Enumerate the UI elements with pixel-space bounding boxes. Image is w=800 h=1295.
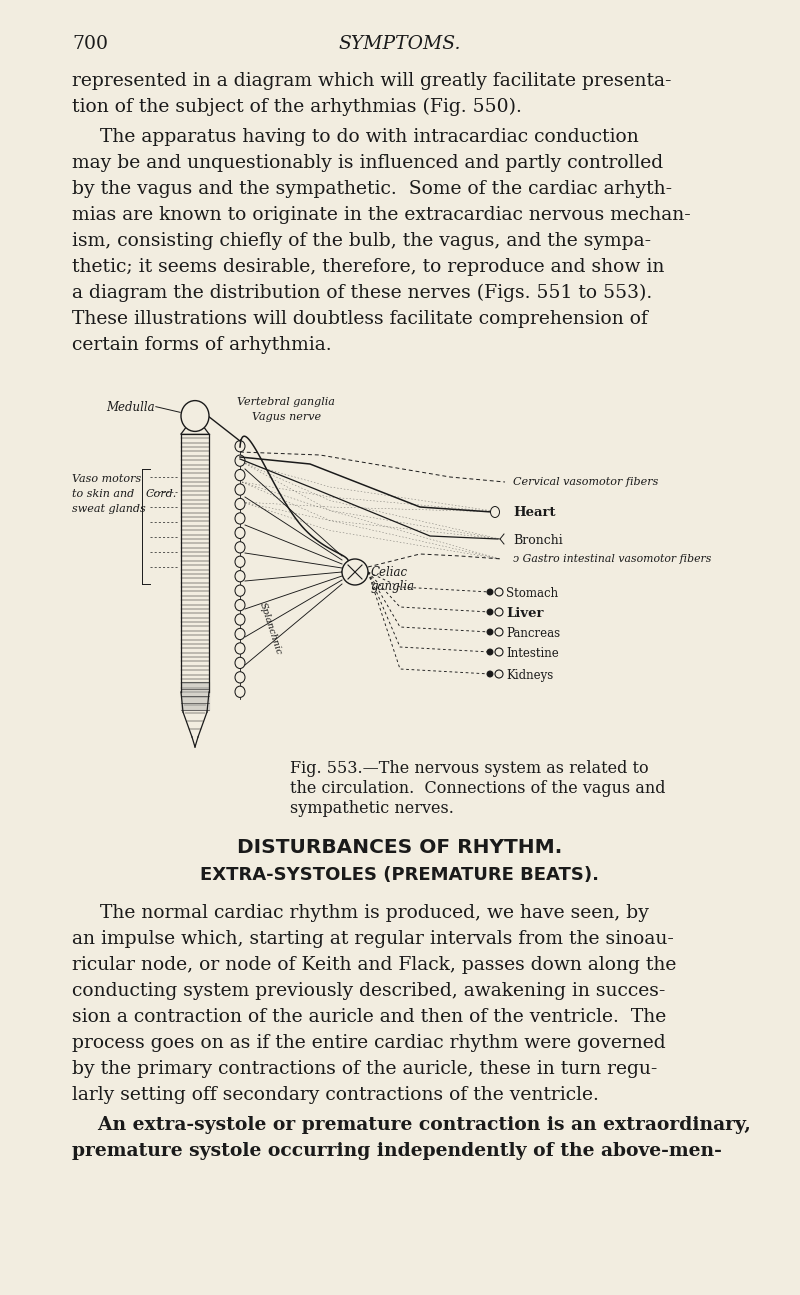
Circle shape — [495, 607, 503, 616]
Text: DISTURBANCES OF RHYTHM.: DISTURBANCES OF RHYTHM. — [238, 838, 562, 857]
Ellipse shape — [235, 556, 245, 567]
Ellipse shape — [235, 440, 245, 452]
Text: conducting system previously described, awakening in succes-: conducting system previously described, … — [72, 982, 666, 1000]
Text: may be and unquestionably is influenced and partly controlled: may be and unquestionably is influenced … — [72, 154, 663, 172]
Text: thetic; it seems desirable, therefore, to reproduce and show in: thetic; it seems desirable, therefore, t… — [72, 258, 664, 276]
Ellipse shape — [235, 571, 245, 581]
Text: certain forms of arhythmia.: certain forms of arhythmia. — [72, 335, 332, 354]
Ellipse shape — [235, 527, 245, 539]
Ellipse shape — [235, 455, 245, 466]
Text: sion a contraction of the auricle and then of the ventricle.  The: sion a contraction of the auricle and th… — [72, 1008, 666, 1026]
Ellipse shape — [235, 600, 245, 611]
Text: ganglia: ganglia — [371, 580, 415, 593]
Ellipse shape — [490, 506, 499, 518]
Text: 700: 700 — [72, 35, 108, 53]
Circle shape — [495, 670, 503, 679]
Text: ism, consisting chiefly of the bulb, the vagus, and the sympa-: ism, consisting chiefly of the bulb, the… — [72, 232, 651, 250]
Ellipse shape — [235, 513, 245, 524]
Text: These illustrations will doubtless facilitate comprehension of: These illustrations will doubtless facil… — [72, 310, 648, 328]
Text: by the vagus and the sympathetic.  Some of the cardiac arhyth-: by the vagus and the sympathetic. Some o… — [72, 180, 672, 198]
Text: An extra-systole or premature contraction is an extraordinary,: An extra-systole or premature contractio… — [72, 1116, 751, 1134]
Text: Fig. 553.—The nervous system as related to: Fig. 553.—The nervous system as related … — [290, 760, 649, 777]
Text: The normal cardiac rhythm is produced, we have seen, by: The normal cardiac rhythm is produced, w… — [100, 904, 649, 922]
Text: represented in a diagram which will greatly facilitate presenta-: represented in a diagram which will grea… — [72, 73, 671, 89]
Text: Cervical vasomotor fibers: Cervical vasomotor fibers — [513, 477, 658, 487]
Text: Intestine: Intestine — [506, 648, 558, 660]
Text: Vagus nerve: Vagus nerve — [252, 412, 321, 422]
Ellipse shape — [235, 628, 245, 640]
Ellipse shape — [235, 541, 245, 553]
Circle shape — [495, 648, 503, 657]
Text: Vertebral ganglia: Vertebral ganglia — [237, 398, 335, 407]
Circle shape — [487, 609, 493, 615]
Circle shape — [495, 628, 503, 636]
Text: Kidneys: Kidneys — [506, 670, 554, 682]
Ellipse shape — [235, 642, 245, 654]
Text: an impulse which, starting at regular intervals from the sinoau-: an impulse which, starting at regular in… — [72, 930, 674, 948]
Text: larly setting off secondary contractions of the ventricle.: larly setting off secondary contractions… — [72, 1087, 599, 1105]
Text: by the primary contractions of the auricle, these in turn regu-: by the primary contractions of the auric… — [72, 1061, 658, 1077]
Ellipse shape — [235, 672, 245, 682]
Circle shape — [487, 649, 493, 655]
Text: ricular node, or node of Keith and Flack, passes down along the: ricular node, or node of Keith and Flack… — [72, 956, 676, 974]
Circle shape — [487, 589, 493, 594]
Text: mias are known to originate in the extracardiac nervous mechan-: mias are known to originate in the extra… — [72, 206, 690, 224]
Text: a diagram the distribution of these nerves (Figs. 551 to 553).: a diagram the distribution of these nerv… — [72, 284, 652, 302]
Text: The apparatus having to do with intracardiac conduction: The apparatus having to do with intracar… — [100, 128, 638, 146]
Text: Medulla: Medulla — [106, 401, 155, 414]
Text: Stomach: Stomach — [506, 587, 558, 600]
Text: sweat glands: sweat glands — [72, 504, 146, 514]
Circle shape — [487, 671, 493, 677]
Text: process goes on as if the entire cardiac rhythm were governed: process goes on as if the entire cardiac… — [72, 1033, 666, 1052]
Ellipse shape — [235, 614, 245, 625]
Text: SYMPTOMS.: SYMPTOMS. — [338, 35, 462, 53]
Text: Cord.: Cord. — [146, 490, 178, 499]
Ellipse shape — [235, 484, 245, 495]
Text: premature systole occurring independently of the above-men-: premature systole occurring independentl… — [72, 1142, 722, 1160]
Ellipse shape — [235, 686, 245, 698]
Text: sympathetic nerves.: sympathetic nerves. — [290, 800, 454, 817]
Circle shape — [487, 629, 493, 635]
Text: to skin and: to skin and — [72, 490, 134, 499]
Circle shape — [495, 588, 503, 596]
Ellipse shape — [235, 499, 245, 510]
Text: Bronchi: Bronchi — [513, 534, 562, 546]
Text: Splanchnic: Splanchnic — [258, 602, 282, 657]
Circle shape — [342, 559, 368, 585]
Ellipse shape — [235, 658, 245, 668]
Text: Pancreas: Pancreas — [506, 627, 560, 640]
Text: tion of the subject of the arhythmias (Fig. 550).: tion of the subject of the arhythmias (F… — [72, 98, 522, 117]
Text: Celiac: Celiac — [371, 566, 408, 579]
Text: Heart: Heart — [513, 506, 555, 519]
Text: Vaso motors: Vaso motors — [72, 474, 142, 484]
Ellipse shape — [235, 585, 245, 596]
Ellipse shape — [181, 400, 209, 431]
Text: the circulation.  Connections of the vagus and: the circulation. Connections of the vagu… — [290, 780, 666, 796]
Ellipse shape — [235, 470, 245, 480]
Text: Liver: Liver — [506, 607, 543, 620]
Text: EXTRA-SYSTOLES (PREMATURE BEATS).: EXTRA-SYSTOLES (PREMATURE BEATS). — [201, 866, 599, 884]
Text: ↄ Gastro intestinal vasomotor fibers: ↄ Gastro intestinal vasomotor fibers — [513, 554, 711, 565]
